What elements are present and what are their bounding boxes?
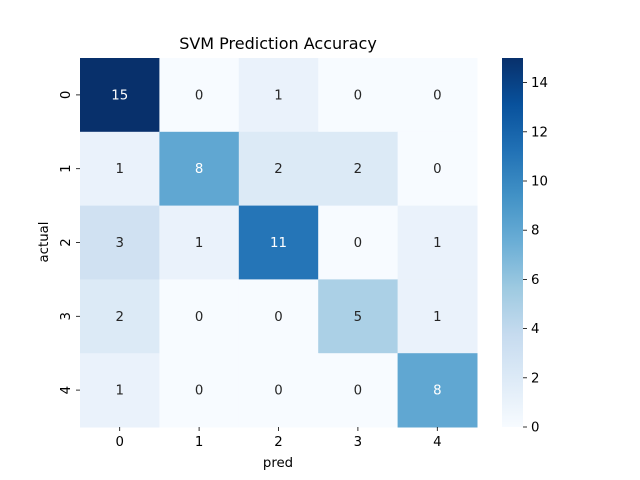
- heatmap-cell-r3-c2: [238, 279, 319, 354]
- heatmap-cell-label-r3-c4: 1: [433, 310, 441, 325]
- heatmap-cell-label-r1-c0: 1: [115, 162, 123, 177]
- heatmap-cell-label-r1-c3: 2: [354, 162, 362, 177]
- colorbar-tick-label-4: 4: [531, 322, 539, 337]
- colorbar-ticks: 0 2 4 6 8 10 12 14: [523, 76, 548, 436]
- heatmap-cell-r4-c0: [80, 353, 160, 428]
- heatmap-cell-label-r2-c1: 1: [195, 236, 203, 251]
- colorbar: 0 2 4 6 8 10 12 14: [502, 58, 548, 436]
- heatmap-cell-r2-c2: [238, 205, 319, 280]
- heatmap-cell-r0-c0: [80, 58, 160, 133]
- colorbar-tick-label-0: 0: [531, 421, 539, 436]
- x-tick-label-1: 1: [195, 435, 203, 450]
- heatmap-cell-label-r4-c2: 0: [274, 384, 282, 399]
- heatmap-cell-label-r4-c3: 0: [354, 384, 362, 399]
- heatmap-cell-r0-c1: [159, 58, 240, 133]
- colorbar-tick-label-10: 10: [531, 175, 548, 190]
- heatmap-cell-r1-c3: [318, 131, 399, 207]
- x-axis-ticks: 0 1 2 3 4: [115, 427, 442, 450]
- heatmap-cell-label-r1-c2: 2: [274, 162, 282, 177]
- heatmap-cell-r4-c4: [397, 353, 478, 428]
- colorbar-tick-label-12: 12: [531, 125, 548, 140]
- heatmap-cell-r0-c2: [238, 58, 319, 133]
- y-tick-label-3: 3: [59, 312, 74, 320]
- heatmap-cell-label-r0-c4: 0: [433, 88, 441, 103]
- heatmap-grid: 15 0 1 0 01 8 2 2 03 1 11 0 12 0 0 5 11 0 0 0 8: [80, 58, 478, 428]
- colorbar-tick-label-14: 14: [531, 76, 548, 91]
- heatmap-cell-r4-c3: [318, 353, 399, 428]
- heatmap-cell-r3-c0: [80, 279, 160, 354]
- heatmap-cell-r2-c3: [318, 205, 399, 280]
- heatmap-cell-label-r3-c1: 0: [195, 310, 203, 325]
- heatmap-cell-label-r4-c1: 0: [195, 384, 203, 399]
- heatmap-cell-r1-c4: [397, 131, 478, 207]
- heatmap-cell-label-r3-c3: 5: [354, 310, 362, 325]
- heatmap-cell-label-r2-c4: 1: [433, 236, 441, 251]
- colorbar-tick-label-8: 8: [531, 224, 539, 239]
- heatmap-cell-r0-c3: [318, 58, 399, 133]
- heatmap-cell-r4-c1: [159, 353, 240, 428]
- x-tick-label-2: 2: [274, 435, 282, 450]
- heatmap-cell-label-r1-c1: 8: [195, 162, 203, 177]
- heatmap-cell-r3-c4: [397, 279, 478, 354]
- heatmap-cell-r2-c0: [80, 205, 160, 280]
- heatmap-cell-r3-c1: [159, 279, 240, 354]
- y-axis-ticks: 0 1 2 3 4: [59, 91, 80, 394]
- heatmap-cell-label-r3-c0: 2: [115, 310, 123, 325]
- heatmap-cell-r2-c4: [397, 205, 478, 280]
- heatmap-cell-label-r3-c2: 0: [274, 310, 282, 325]
- y-tick-label-2: 2: [59, 238, 74, 246]
- heatmap-cell-label-r2-c0: 3: [115, 236, 123, 251]
- heatmap-cell-label-r0-c1: 0: [195, 88, 203, 103]
- heatmap-cell-r2-c1: [159, 205, 240, 280]
- heatmap-cell-r0-c4: [397, 58, 478, 133]
- heatmap-cell-label-r4-c4: 8: [433, 384, 441, 399]
- y-axis-label: actual: [37, 222, 52, 263]
- heatmap-cell-r1-c1: [159, 131, 240, 207]
- heatmap-cell-r1-c2: [238, 131, 319, 207]
- colorbar-tick-label-2: 2: [531, 371, 539, 386]
- heatmap-cell-label-r2-c2: 11: [270, 236, 287, 251]
- heatmap-cell-label-r0-c0: 15: [111, 88, 128, 103]
- x-tick-label-0: 0: [115, 435, 123, 450]
- heatmap-cell-label-r2-c3: 0: [354, 236, 362, 251]
- heatmap-cell-label-r0-c3: 0: [354, 88, 362, 103]
- heatmap-cell-label-r0-c2: 1: [274, 88, 282, 103]
- heatmap-cell-r3-c3: [318, 279, 399, 354]
- heatmap-cell-label-r4-c0: 1: [115, 384, 123, 399]
- heatmap-cell-r1-c0: [80, 131, 160, 207]
- x-axis-label: pred: [263, 456, 293, 471]
- y-tick-label-0: 0: [59, 91, 74, 99]
- colorbar-gradient: [502, 58, 523, 427]
- heatmap-cell-r4-c2: [238, 353, 319, 428]
- x-tick-label-4: 4: [433, 435, 441, 450]
- heatmap-cell-label-r1-c4: 0: [433, 162, 441, 177]
- y-tick-label-1: 1: [59, 164, 74, 172]
- y-tick-label-4: 4: [59, 386, 74, 394]
- x-tick-label-3: 3: [354, 435, 362, 450]
- chart-title: SVM Prediction Accuracy: [179, 34, 377, 53]
- colorbar-tick-label-6: 6: [531, 273, 539, 288]
